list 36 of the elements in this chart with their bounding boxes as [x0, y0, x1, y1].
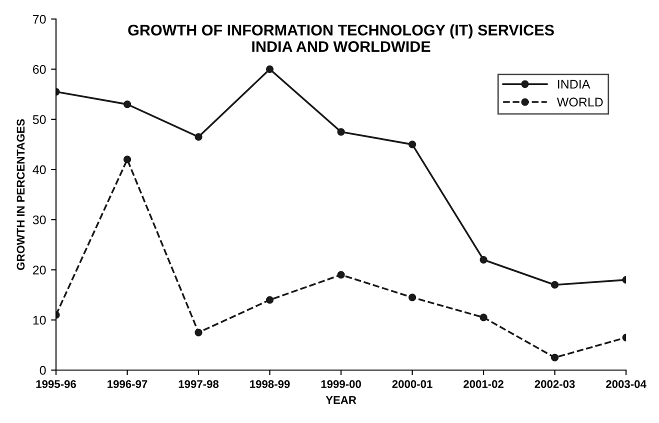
y-tick-label: 70	[33, 14, 46, 24]
y-tick-label: 40	[32, 165, 46, 174]
point	[337, 128, 345, 136]
x-axis-title: YEAR	[326, 396, 356, 404]
x-tick-label: 2003-04	[606, 380, 646, 388]
point	[408, 140, 416, 148]
y-tick-label: 10	[33, 316, 46, 325]
point	[337, 271, 345, 279]
y-tick-label: 20	[33, 266, 46, 274]
point	[480, 314, 488, 322]
x-tick-label: 1998-99	[250, 380, 290, 388]
y-tick-label: 0	[40, 366, 46, 375]
point	[266, 65, 274, 74]
point	[194, 328, 202, 336]
y-axis-title: GROWTH IN PERCENTAGES	[16, 119, 25, 270]
legend-label: INDIA	[558, 80, 590, 88]
x-tick-label: 2002-03	[534, 380, 575, 388]
y-tick-label: 30	[32, 215, 46, 224]
point	[123, 156, 132, 164]
y-tick-label: 60	[33, 64, 46, 74]
point	[123, 100, 132, 108]
x-tick-label: 1997-98	[178, 380, 219, 388]
text: GROWTH OF INFORMATION TECHNOLOGY (IT) SERVICES INDIA AND WORLDWIDE	[128, 24, 554, 52]
point	[194, 133, 202, 141]
point	[550, 281, 559, 289]
legend-label: WORLD	[556, 98, 603, 107]
x-tick-label: 1996-97	[108, 380, 148, 388]
x-tick-label: 2000-01	[392, 380, 432, 388]
x-tick-label: 1999-00	[321, 380, 361, 388]
y-tick-label: 50	[32, 115, 46, 124]
x-tick-label: 1995-96	[36, 380, 76, 388]
point	[266, 296, 274, 304]
point	[408, 294, 416, 302]
x-tick-label: 2001-02	[464, 380, 504, 388]
point	[480, 256, 488, 264]
point	[550, 354, 559, 362]
